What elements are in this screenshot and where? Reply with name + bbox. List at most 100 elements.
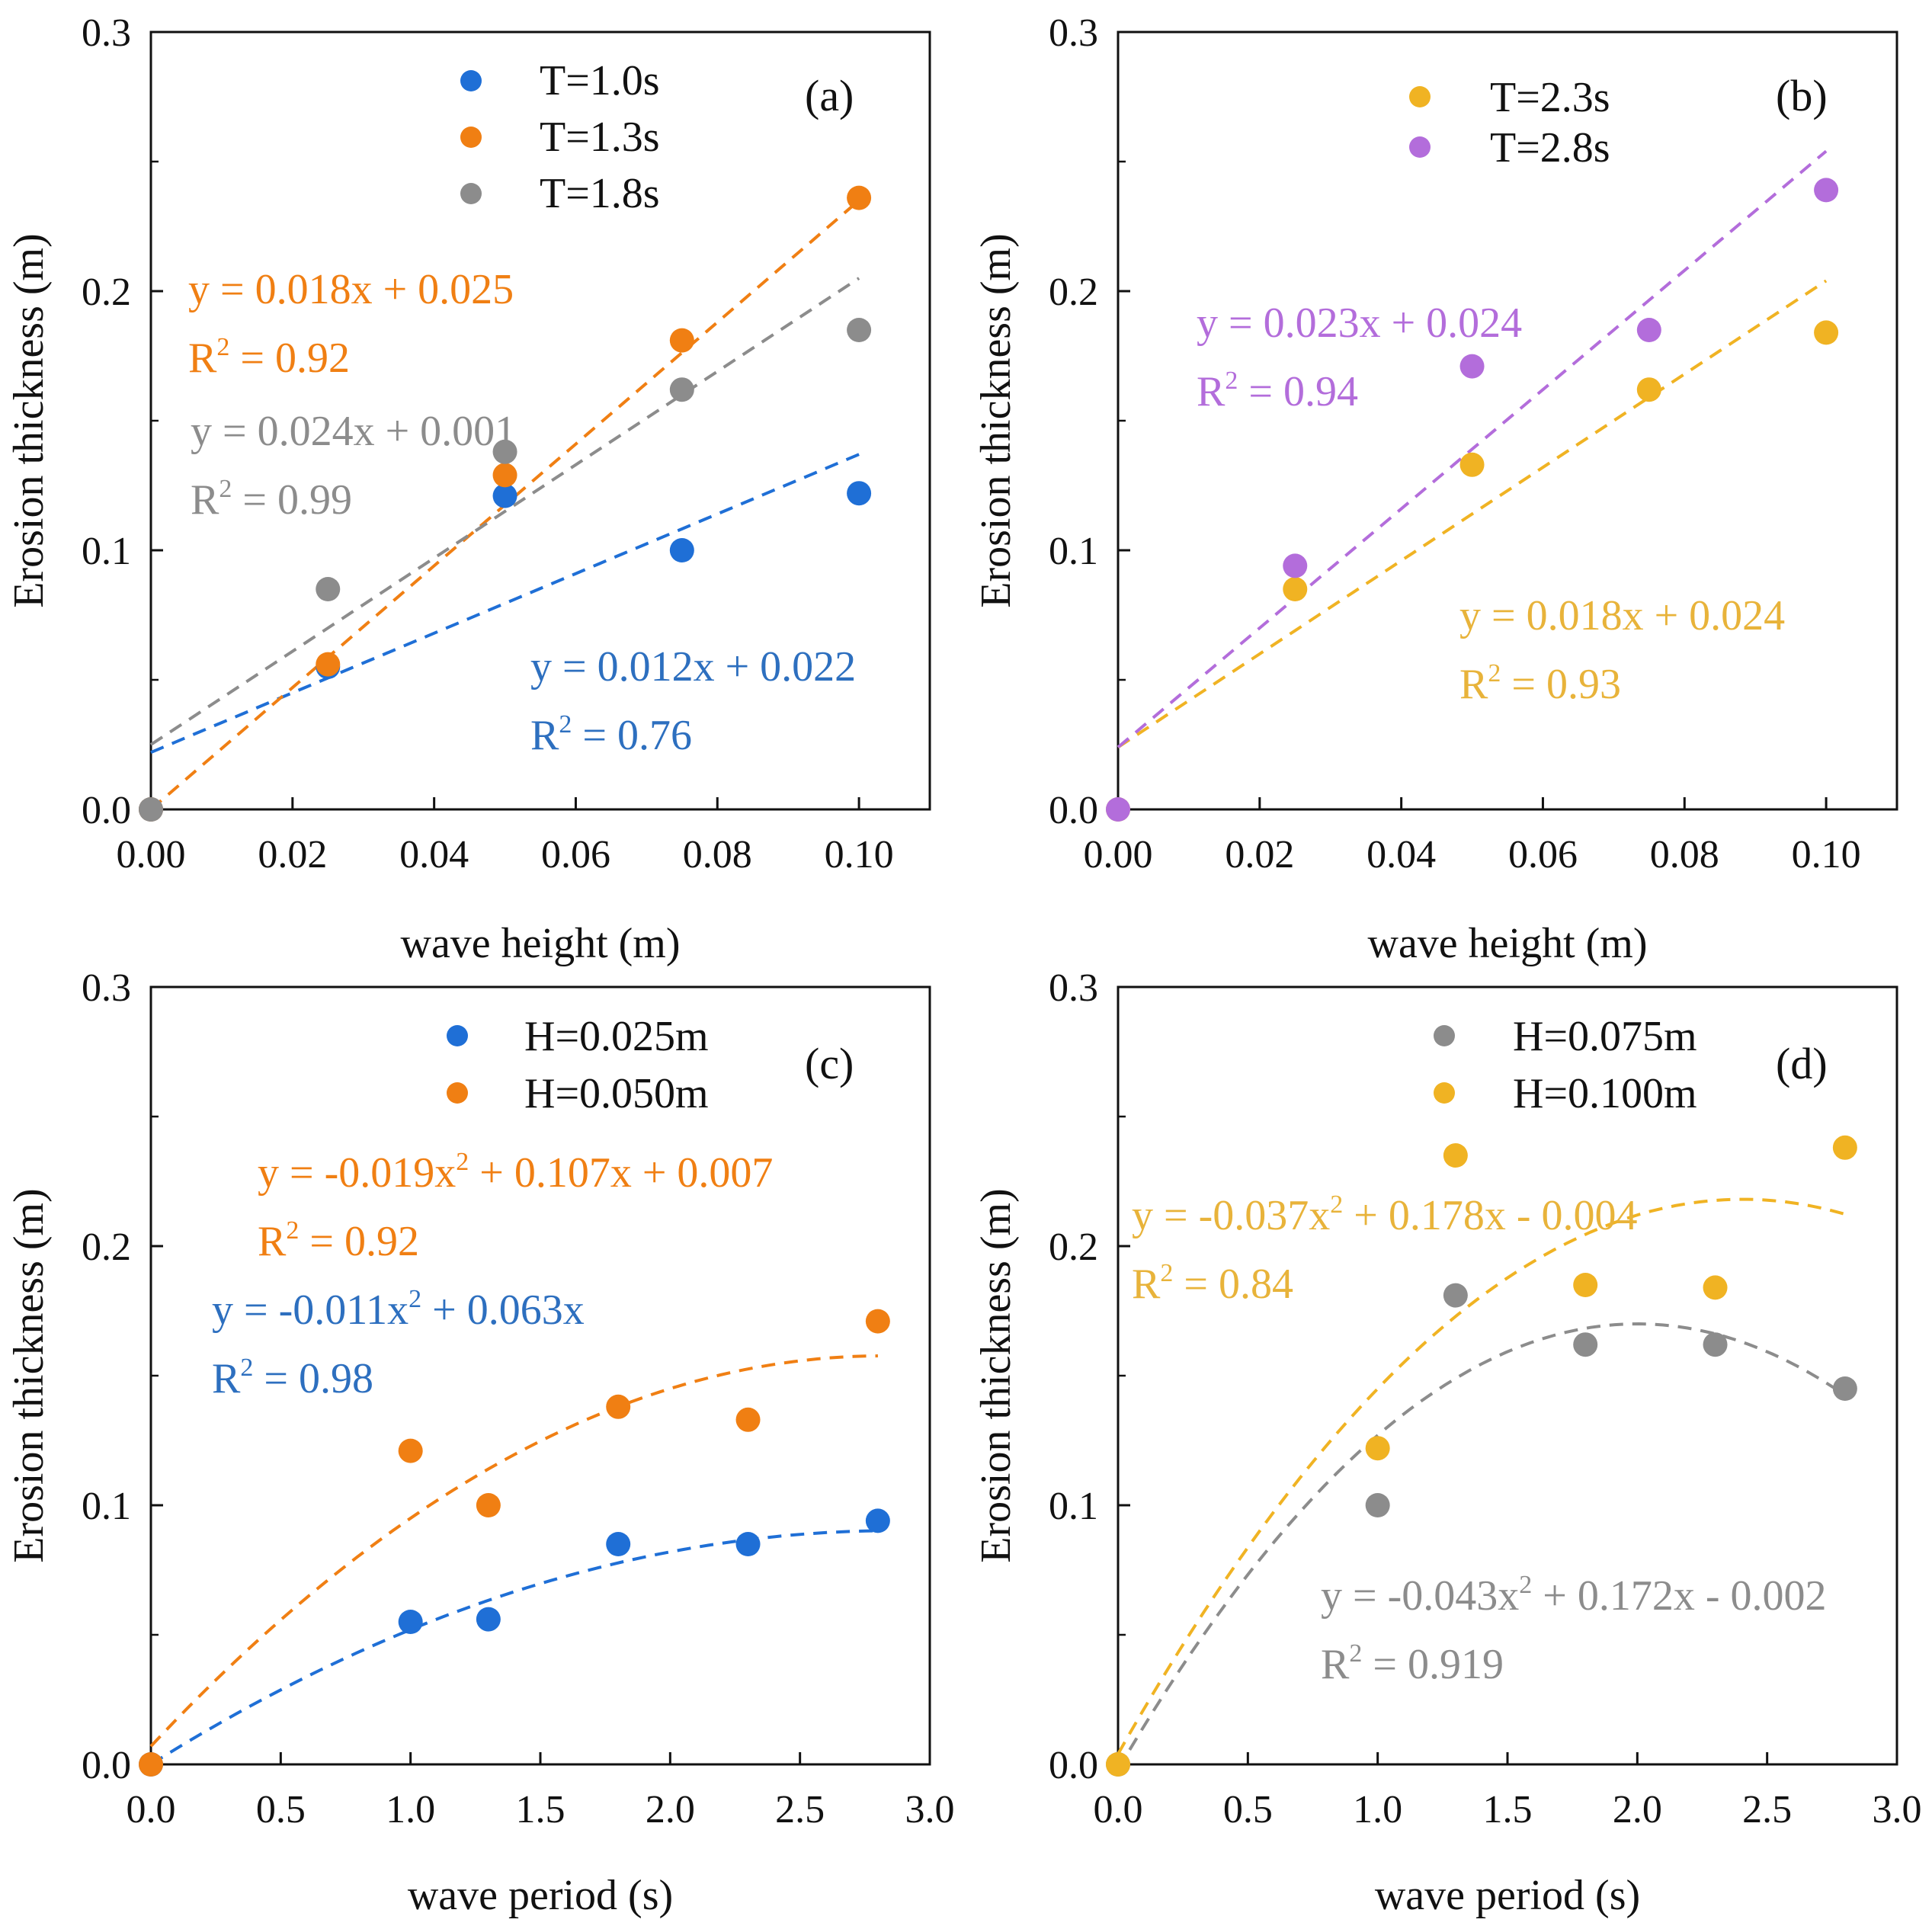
- equation-blue: y = -0.011x2 + 0.063x R2 = 0.98: [212, 1285, 585, 1402]
- data-point: [1636, 318, 1661, 342]
- x-axis-title: wave height (m): [401, 920, 681, 967]
- data-points: [1106, 178, 1839, 822]
- data-point: [606, 1532, 631, 1556]
- y-tick-label: 0.1: [1049, 1485, 1098, 1528]
- y-tick-label: 0.3: [1049, 11, 1098, 55]
- panel-label: (b): [1776, 71, 1828, 120]
- equation-orange: y = -0.019x2 + 0.107x + 0.007 R2 = 0.92: [258, 1148, 773, 1265]
- legend-marker-h0-100: [1434, 1082, 1455, 1104]
- legend: T=2.3s T=2.8s: [1409, 74, 1610, 171]
- data-point: [1636, 377, 1661, 402]
- data-point: [1283, 577, 1308, 601]
- legend-label-h0-100: H=0.100m: [1513, 1070, 1697, 1117]
- data-point: [865, 1309, 890, 1334]
- panel-label: (a): [805, 71, 854, 120]
- x-tick-label: 0.04: [1366, 833, 1436, 876]
- data-point: [669, 377, 694, 402]
- panel-label: (c): [805, 1039, 854, 1088]
- equation-orange: y = 0.018x + 0.025 R2 = 0.92: [188, 266, 514, 382]
- data-point: [735, 1532, 761, 1556]
- x-axis-title: wave period (s): [1375, 1872, 1640, 1919]
- data-point: [398, 1438, 423, 1463]
- x-tick-label: 0.02: [258, 833, 327, 876]
- x-tick-label: 0.10: [1792, 833, 1861, 876]
- x-tick-label: 0.00: [117, 833, 186, 876]
- data-points: [139, 185, 872, 822]
- x-tick-label: 2.5: [1742, 1788, 1792, 1831]
- data-point: [1365, 1436, 1390, 1461]
- y-tick-label: 0.3: [1049, 966, 1098, 1010]
- fit-line-0: [150, 453, 860, 755]
- legend-marker-t1-3: [460, 127, 482, 148]
- data-point: [1814, 320, 1839, 345]
- x-tick-label: 0.00: [1084, 833, 1153, 876]
- axis-ticks: 0.0 0.5 1.0 1.5 2.0 2.5 3.0 0.0 0.1 0.2 0.3: [82, 966, 955, 1831]
- data-point: [1106, 797, 1130, 822]
- data-point: [606, 1394, 631, 1419]
- x-axis-title: wave period (s): [408, 1872, 673, 1919]
- fit-line-1: [1117, 149, 1828, 748]
- legend-label-h0-050: H=0.050m: [524, 1070, 709, 1117]
- axis-ticks: 0.00 0.02 0.04 0.06 0.08 0.10 0.0 0.1 0.2 0.3: [1049, 11, 1861, 876]
- legend-marker-h0-050: [447, 1082, 468, 1104]
- legend-marker-t2-3: [1409, 86, 1431, 107]
- equation-text: y = 0.018x + 0.024: [1459, 592, 1785, 639]
- y-tick-label: 0.2: [1049, 271, 1098, 314]
- legend-marker-t1-0: [460, 70, 482, 91]
- fit-line-0: [1117, 1322, 1847, 1770]
- data-point: [1832, 1376, 1857, 1401]
- data-point: [492, 483, 517, 508]
- panel-a: 0.00 0.02 0.04 0.06 0.08 0.10 0.0 0.1 0.2 0.3 (a)…: [5, 11, 931, 967]
- fit-line-0: [1117, 279, 1828, 749]
- x-tick-label: 0.5: [256, 1788, 306, 1831]
- data-point: [1283, 553, 1308, 578]
- equation-gray: y = 0.024x + 0.001 R2 = 0.99: [191, 408, 516, 524]
- data-point: [492, 463, 517, 488]
- r2-text: R2 = 0.84: [1132, 1259, 1293, 1308]
- y-axis-title: Erosion thickness (m): [972, 1188, 1020, 1562]
- y-tick-label: 0.2: [82, 271, 131, 314]
- r2-text: R2 = 0.99: [191, 475, 352, 524]
- x-tick-label: 0.06: [541, 833, 610, 876]
- equation-text: y = 0.012x + 0.022: [530, 643, 856, 691]
- data-point: [669, 328, 694, 353]
- data-point: [847, 185, 872, 210]
- fit-lines: [1117, 149, 1828, 749]
- data-point: [1459, 452, 1485, 477]
- equation-text: y = 0.018x + 0.025: [188, 266, 514, 313]
- y-tick-label: 0.2: [1049, 1226, 1098, 1269]
- data-point: [669, 538, 694, 562]
- r2-text: R2 = 0.94: [1197, 367, 1358, 415]
- data-point: [847, 481, 872, 506]
- y-tick-label: 0.1: [82, 1485, 131, 1528]
- equation-yellow: y = 0.018x + 0.024 R2 = 0.93: [1459, 592, 1785, 708]
- x-tick-label: 2.5: [775, 1788, 825, 1831]
- legend: T=1.0s T=1.3s T=1.8s: [460, 57, 660, 217]
- legend-label-h0-025: H=0.025m: [524, 1013, 709, 1060]
- y-tick-label: 0.0: [82, 1744, 131, 1787]
- legend-marker-h0-075: [1434, 1025, 1455, 1046]
- r2-text: R2 = 0.919: [1321, 1639, 1504, 1688]
- data-point: [139, 1752, 163, 1777]
- x-tick-label: 2.0: [646, 1788, 695, 1831]
- y-tick-label: 0.0: [82, 789, 131, 832]
- x-tick-label: 0.02: [1225, 833, 1294, 876]
- panel-c: 0.0 0.5 1.0 1.5 2.0 2.5 3.0 0.0 0.1 0.2 0.3 (c) H=…: [5, 966, 955, 1919]
- r2-text: R2 = 0.92: [188, 333, 350, 382]
- r2-text: R2 = 0.98: [212, 1354, 373, 1402]
- x-tick-label: 0.0: [1094, 1788, 1143, 1831]
- x-tick-label: 3.0: [1873, 1788, 1922, 1831]
- equation-text: y = -0.011x2 + 0.063x: [212, 1285, 585, 1334]
- y-tick-label: 0.1: [82, 530, 131, 573]
- y-tick-label: 0.1: [1049, 530, 1098, 573]
- data-point: [865, 1508, 890, 1533]
- panel-d: 0.0 0.5 1.0 1.5 2.0 2.5 3.0 0.0 0.1 0.2 0.3 (d) H=…: [972, 966, 1922, 1919]
- data-point: [847, 318, 872, 342]
- legend-label-t1-0: T=1.0s: [540, 57, 660, 104]
- data-point: [316, 577, 341, 601]
- y-axis-title: Erosion thickness (m): [5, 1188, 53, 1562]
- legend-marker-t1-8: [460, 183, 482, 204]
- data-point: [1573, 1273, 1598, 1297]
- data-point: [1832, 1135, 1857, 1160]
